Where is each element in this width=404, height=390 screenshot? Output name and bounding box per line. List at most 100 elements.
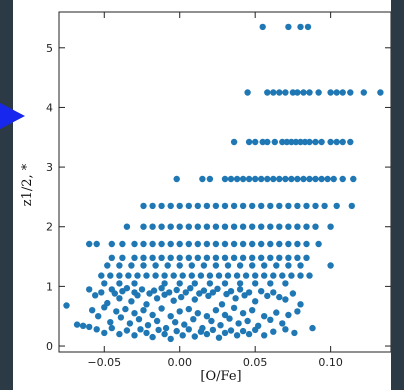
data-point [233, 175, 241, 183]
data-point [123, 223, 131, 230]
data-point [309, 324, 316, 332]
data-point [230, 223, 238, 230]
data-point [297, 272, 304, 279]
data-point [185, 202, 192, 210]
data-point [113, 308, 120, 315]
data-point [258, 202, 265, 210]
data-point [167, 254, 174, 261]
data-point [158, 223, 165, 230]
data-point [242, 272, 250, 279]
data-point [203, 313, 211, 320]
data-point [230, 202, 238, 210]
data-point [173, 327, 180, 335]
data-point [312, 138, 319, 146]
data-point [224, 272, 232, 279]
data-point [276, 240, 283, 248]
data-point [303, 240, 310, 248]
data-point [176, 202, 183, 210]
data-point [285, 240, 292, 248]
data-point [158, 240, 165, 248]
data-point [330, 175, 337, 183]
data-point [153, 295, 161, 302]
data-point [252, 272, 259, 279]
data-point [270, 175, 277, 183]
data-point [167, 202, 174, 210]
data-point [117, 314, 125, 321]
data-point [312, 223, 319, 230]
data-point [93, 240, 100, 248]
data-point [149, 254, 156, 261]
data-point [297, 262, 304, 269]
data-point [131, 240, 138, 248]
data-point [197, 272, 205, 279]
data-point [108, 324, 116, 332]
data-point [227, 175, 235, 183]
data-point [140, 262, 147, 269]
data-point [107, 319, 114, 326]
y-axis-title: z1/2, * [20, 163, 35, 206]
data-point [208, 317, 215, 325]
data-point [150, 287, 158, 294]
data-point [232, 295, 239, 302]
data-point [227, 327, 235, 334]
data-point [140, 223, 147, 230]
data-point [244, 317, 251, 325]
data-point [239, 175, 247, 183]
y-tick-label: 1 [46, 280, 53, 293]
data-point [111, 290, 119, 297]
data-point [98, 289, 105, 296]
scatter-chart: −0.05 0.00 0.05 0.10 0 1 2 3 4 5 [O/Fe] z1/2, * [20, 11, 391, 384]
data-point [86, 286, 93, 293]
data-point [119, 288, 126, 295]
data-point [297, 138, 304, 146]
data-point [221, 329, 229, 337]
data-point [312, 175, 319, 183]
data-point [264, 292, 271, 300]
data-point [261, 262, 268, 269]
data-point [135, 316, 143, 323]
data-point [158, 285, 165, 292]
data-point [158, 254, 165, 261]
data-point [191, 333, 198, 340]
data-point [236, 280, 244, 287]
data-point [264, 175, 271, 183]
data-point [116, 330, 123, 338]
data-point [176, 223, 183, 230]
data-point [203, 240, 211, 248]
data-point [273, 262, 280, 269]
data-point [226, 315, 233, 322]
data-point [318, 138, 325, 146]
data-point [203, 202, 211, 210]
data-point [259, 138, 266, 146]
data-point [327, 262, 334, 269]
data-point [203, 330, 211, 338]
data-point [131, 332, 138, 339]
data-point [176, 280, 183, 287]
data-point [215, 272, 223, 279]
y-axis: 0 1 2 3 4 5 [46, 42, 391, 353]
data-point [149, 202, 156, 210]
data-point [360, 89, 367, 96]
data-point [347, 89, 354, 96]
data-point [249, 240, 256, 248]
data-point [276, 223, 283, 230]
data-point [348, 202, 355, 210]
data-point [116, 280, 123, 287]
data-point [315, 240, 322, 248]
data-point [230, 304, 238, 312]
data-point [212, 254, 220, 261]
data-point [282, 326, 289, 333]
data-point [149, 240, 156, 248]
data-point [291, 329, 298, 337]
data-point [221, 175, 229, 183]
data-point [249, 223, 256, 230]
data-point [179, 332, 186, 339]
data-point [173, 286, 180, 294]
data-point [285, 311, 292, 319]
data-point [196, 290, 203, 297]
data-point [218, 301, 226, 308]
data-point [267, 254, 274, 261]
data-point [276, 89, 283, 96]
data-point [131, 254, 138, 261]
data-point [212, 262, 220, 269]
